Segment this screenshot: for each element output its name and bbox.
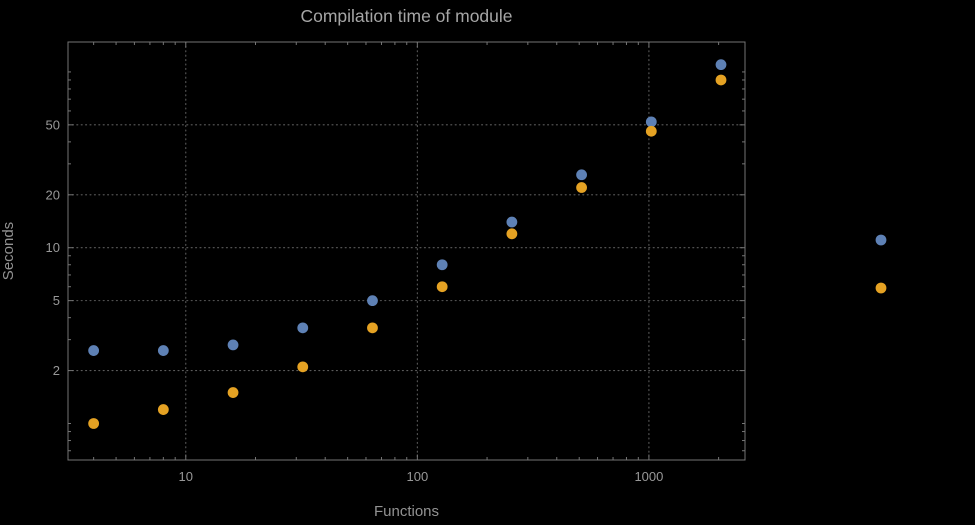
x-tick-label: 10: [179, 469, 193, 484]
data-point-series-2: [436, 281, 448, 293]
legend-marker-series-1: [875, 234, 887, 246]
y-tick-label: 2: [53, 363, 60, 378]
ticks-layer: [68, 42, 745, 460]
data-point-series-1: [157, 345, 169, 356]
data-point-series-2: [715, 74, 727, 86]
data-point-series-1: [436, 259, 448, 271]
y-axis-label: Seconds: [0, 222, 17, 280]
data-point-series-2: [645, 125, 657, 137]
data-point-series-1: [645, 116, 657, 128]
y-tick-label: 20: [46, 187, 60, 202]
data-point-series-1: [367, 295, 378, 307]
data-points: [88, 59, 727, 429]
data-point-series-2: [88, 418, 100, 429]
data-point-series-2: [157, 404, 169, 415]
x-axis-label: Functions: [374, 503, 439, 520]
data-point-series-2: [227, 387, 239, 398]
x-tick-label: 1000: [634, 469, 663, 484]
data-point-series-2: [367, 322, 378, 334]
data-point-series-2: [297, 361, 309, 373]
data-point-series-1: [715, 59, 727, 71]
grid-layer: [67, 41, 746, 461]
tick-labels: 10 100 1000 2 5 10 20 50: [46, 117, 664, 484]
data-point-series-2: [576, 182, 587, 193]
chart-title: Compilation time of module: [300, 6, 512, 26]
legend-marker-series-2: [875, 282, 887, 294]
plot-frame: [67, 41, 746, 461]
y-tick-label: 50: [46, 117, 60, 132]
y-tick-label: 5: [53, 293, 60, 308]
x-tick-label: 100: [406, 469, 428, 484]
data-point-series-2: [506, 228, 518, 240]
legend: [875, 234, 887, 294]
data-point-series-1: [88, 345, 100, 356]
y-tick-label: 10: [46, 240, 60, 255]
data-point-series-1: [506, 216, 518, 228]
data-point-series-1: [297, 322, 309, 334]
data-point-series-1: [576, 169, 587, 181]
data-point-series-1: [227, 339, 239, 351]
frame-border: [67, 41, 746, 461]
